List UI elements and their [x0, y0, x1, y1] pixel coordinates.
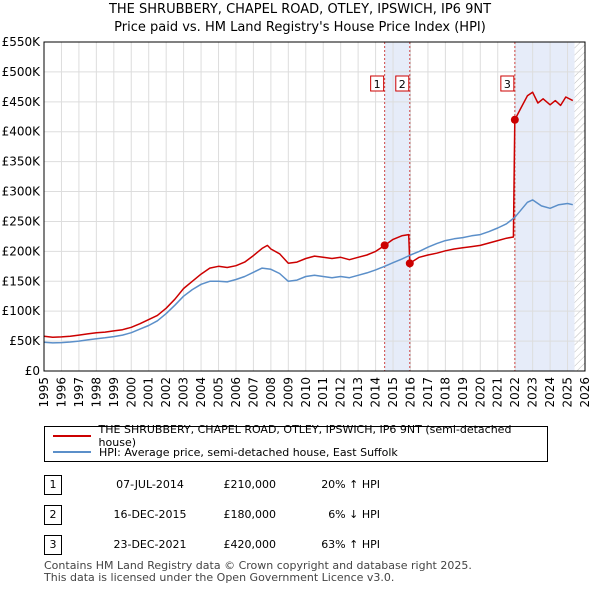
transaction-date: 23-DEC-2021 [113, 538, 187, 551]
transaction-hpi: 63% ↑ HPI [321, 538, 380, 551]
hpi-line [43, 199, 573, 344]
transaction-number: 2 [44, 505, 62, 525]
x-tick-label: 2008 [264, 377, 278, 408]
y-tick-label: £0 [25, 364, 40, 378]
transaction-price: £210,000 [223, 478, 277, 491]
transaction-number: 1 [44, 475, 62, 495]
chart-title: THE SHRUBBERY, CHAPEL ROAD, OTLEY, IPSWI… [108, 2, 492, 17]
transaction-row: 1 07-JUL-2014 £210,000 20% ↑ HPI [44, 475, 564, 495]
x-tick-label: 1999 [107, 377, 121, 408]
transaction-hpi: 20% ↑ HPI [321, 478, 380, 491]
y-tick-label: £150K [2, 274, 42, 288]
y-tick-label: £250K [2, 214, 42, 228]
footer-copyright: Contains HM Land Registry data © Crown c… [44, 559, 472, 572]
x-tick-label: 2015 [386, 377, 400, 408]
x-tick-label: 2020 [473, 377, 487, 408]
x-tick-label: 2021 [491, 377, 505, 408]
sale-point [405, 259, 414, 268]
legend-entry-hpi: HPI: Average price, semi-detached house,… [53, 444, 398, 460]
x-tick-label: 2002 [159, 377, 173, 408]
x-tick-label: 2009 [281, 377, 295, 408]
transaction-price: £420,000 [223, 538, 277, 551]
x-tick-label: 2007 [246, 377, 260, 408]
x-tick-label: 2001 [142, 377, 156, 408]
property-price-line [43, 91, 574, 338]
x-tick-label: 2022 [508, 377, 522, 408]
x-tick-label: 2013 [351, 377, 365, 408]
legend-label-hpi: HPI: Average price, semi-detached house,… [99, 445, 398, 459]
plot-frame [43, 41, 586, 372]
x-tick-label: 2023 [526, 377, 540, 408]
y-tick-label: £450K [2, 95, 42, 109]
transaction-row: 2 16-DEC-2015 £180,000 6% ↓ HPI [44, 505, 564, 525]
legend-label-property: THE SHRUBBERY, CHAPEL ROAD, OTLEY, IPSWI… [98, 423, 512, 449]
y-tick-label: £550K [2, 35, 42, 49]
x-tick-label: 2000 [124, 377, 138, 408]
x-tick-label: 2019 [456, 377, 470, 408]
sale-label-number: 3 [504, 78, 511, 91]
sale-label-box [370, 75, 385, 92]
y-tick-label: £50K [9, 334, 41, 348]
x-tick-label: 2004 [194, 377, 208, 408]
x-tick-label: 2006 [229, 377, 243, 408]
x-tick-label: 2017 [421, 377, 435, 408]
sale-point [380, 241, 389, 250]
x-tick-label: 1995 [37, 377, 51, 408]
plot-area [44, 42, 585, 371]
x-tick-label: 2011 [316, 377, 330, 408]
x-tick-label: 2003 [177, 377, 191, 408]
transaction-price: £180,000 [223, 508, 277, 521]
price-chart: £0 £50K £100K £150K £200K £250K £300K £350K £400… [2, 35, 592, 408]
sale-period-shade [384, 42, 410, 371]
x-tick-label: 2025 [561, 377, 575, 408]
x-tick-label: 2026 [578, 377, 592, 408]
y-tick-label: £300K [2, 185, 42, 199]
sale-label-number: 1 [374, 78, 381, 91]
forecast-hatch [574, 42, 585, 371]
legend-swatch-hpi [53, 451, 91, 453]
chart-legend: THE SHRUBBERY, CHAPEL ROAD, OTLEY, IPSWI… [44, 423, 548, 462]
legend-entry-property: THE SHRUBBERY, CHAPEL ROAD, OTLEY, IPSWI… [53, 423, 547, 449]
x-tick-label: 2024 [543, 377, 557, 408]
x-tick-label: 1997 [72, 377, 86, 408]
x-tick-label: 2016 [403, 377, 417, 408]
transaction-date: 16-DEC-2015 [113, 508, 187, 521]
x-tick-label: 2012 [334, 377, 348, 408]
transaction-row: 3 23-DEC-2021 £420,000 63% ↑ HPI [44, 535, 564, 555]
y-tick-label: £200K [2, 244, 42, 258]
legend-swatch-property [53, 435, 91, 437]
x-tick-label: 2010 [299, 377, 313, 408]
y-tick-label: £350K [2, 155, 42, 169]
transaction-number: 3 [44, 535, 62, 555]
transaction-hpi: 6% ↓ HPI [328, 508, 380, 521]
sale-point [510, 115, 519, 124]
x-tick-label: 1996 [54, 377, 68, 408]
y-tick-label: £400K [2, 125, 42, 139]
x-tick-label: 1998 [89, 377, 103, 408]
footer-licence: This data is licensed under the Open Gov… [44, 571, 395, 584]
transaction-date: 07-JUL-2014 [116, 478, 184, 491]
chart-subtitle: Price paid vs. HM Land Registry's House … [114, 20, 486, 35]
sale-label-number: 2 [399, 78, 406, 91]
sale-label-box [500, 75, 515, 92]
y-tick-label: £100K [2, 304, 42, 318]
sale-label-box [395, 75, 410, 92]
y-tick-label: £500K [2, 65, 42, 79]
x-tick-label: 2014 [369, 377, 383, 408]
x-tick-label: 2005 [212, 377, 226, 408]
x-tick-label: 2018 [438, 377, 452, 408]
